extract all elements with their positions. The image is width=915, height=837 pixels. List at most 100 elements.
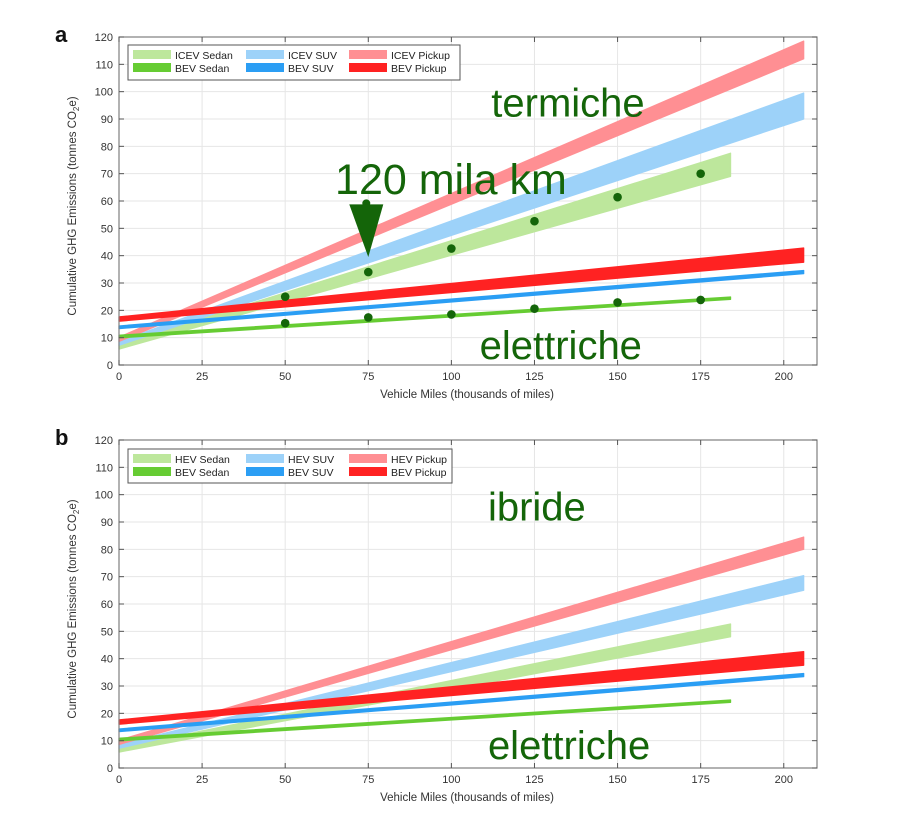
- legend-swatch: [349, 467, 387, 476]
- y-axis-label-subscript: 2: [72, 106, 81, 111]
- legend-swatch: [349, 50, 387, 59]
- x-tick-label: 175: [691, 371, 709, 383]
- legend-label: HEV Pickup: [391, 454, 447, 466]
- y-tick-label: 80: [101, 141, 113, 153]
- x-tick-label: 100: [442, 371, 460, 383]
- data-point-marker: [613, 192, 622, 202]
- y-tick-label: 90: [101, 114, 113, 126]
- legend-swatch: [246, 50, 284, 59]
- y-tick-label: 0: [107, 360, 113, 372]
- legend-label: HEV SUV: [288, 454, 334, 466]
- x-tick-label: 50: [279, 371, 291, 383]
- y-tick-label: 30: [101, 681, 113, 693]
- data-point-marker: [613, 298, 622, 307]
- legend-label: BEV Pickup: [391, 467, 447, 479]
- data-point-marker: [530, 216, 539, 226]
- y-tick-label: 100: [95, 490, 113, 502]
- x-tick-label: 200: [775, 774, 793, 786]
- legend-label: BEV Pickup: [391, 63, 447, 75]
- y-axis-label-subscript: 2: [72, 509, 81, 514]
- x-tick-label: 100: [442, 774, 460, 786]
- legend-swatch: [349, 63, 387, 72]
- x-tick-label: 200: [775, 371, 793, 383]
- legend-swatch: [133, 63, 171, 72]
- x-tick-label: 175: [691, 774, 709, 786]
- legend-swatch: [246, 467, 284, 476]
- data-point-marker: [696, 169, 705, 178]
- legend-swatch: [246, 454, 284, 463]
- panel-label: a: [55, 22, 68, 47]
- annotation-elettriche: elettriche: [480, 324, 642, 368]
- x-tick-label: 25: [196, 371, 208, 383]
- y-tick-label: 110: [95, 59, 113, 71]
- y-tick-label: 20: [101, 708, 113, 720]
- legend-swatch: [133, 467, 171, 476]
- legend-box: [127, 44, 461, 81]
- y-tick-label: 50: [101, 223, 113, 235]
- series-bands: [118, 536, 805, 753]
- x-tick-label: 25: [196, 774, 208, 786]
- y-axis-label-main: Cumulative GHG Emissions (tonnes CO: [67, 514, 79, 719]
- y-tick-label: 120: [95, 32, 113, 44]
- y-tick-label: 40: [101, 654, 113, 666]
- x-tick-label: 125: [525, 774, 543, 786]
- legend-label: BEV SUV: [288, 467, 334, 479]
- legend-label: ICEV Pickup: [391, 50, 450, 62]
- legend-label: ICEV SUV: [288, 50, 337, 62]
- data-point-marker: [530, 304, 539, 313]
- legend-label: ICEV Sedan: [175, 50, 233, 62]
- y-tick-label: 60: [101, 196, 113, 208]
- x-tick-label: 150: [608, 774, 626, 786]
- annotation-120-mila-km: 120 mila km: [335, 156, 567, 204]
- data-point-marker: [696, 295, 705, 305]
- chart-panel-b: 0 25 50 75 100 125 150 175 200 0 10 20 30 40 50 60 70 80 9…: [55, 425, 818, 804]
- x-tick-label: 150: [608, 371, 626, 383]
- y-tick-label: 100: [95, 87, 113, 99]
- y-axis-label: Cumulative GHG Emissions (tonnes CO2e): [67, 499, 81, 718]
- y-tick-label: 10: [101, 736, 113, 748]
- data-point-marker: [280, 318, 290, 328]
- x-tick-label: 0: [116, 371, 122, 383]
- y-tick-label: 30: [101, 278, 113, 290]
- down-arrow-icon: [349, 204, 384, 258]
- ticks: 0 25 50 75 100 125 150 175 200 0 10 20 30 40 50 60 70 80 9…: [95, 32, 817, 383]
- legend-label: BEV Sedan: [175, 467, 229, 479]
- x-tick-label: 50: [279, 774, 291, 786]
- data-point-marker: [447, 244, 456, 253]
- legend-swatch: [133, 454, 171, 463]
- y-tick-label: 110: [95, 462, 113, 474]
- legend-label: HEV Sedan: [175, 454, 230, 466]
- x-axis-label: Vehicle Miles (thousands of miles): [380, 389, 554, 401]
- y-tick-label: 0: [107, 763, 113, 775]
- y-axis-label: Cumulative GHG Emissions (tonnes CO2e): [67, 96, 81, 315]
- x-tick-label: 0: [116, 774, 122, 786]
- legend-label: BEV Sedan: [175, 63, 229, 75]
- annotation-ibride: ibride: [488, 486, 586, 530]
- legend-box: [127, 448, 453, 484]
- legend: HEV Sedan HEV SUV HEV Pickup BEV Sedan BEV S…: [127, 448, 453, 484]
- panel-label: b: [55, 425, 68, 450]
- annotation-termiche: termiche: [491, 81, 644, 125]
- legend-label: BEV SUV: [288, 63, 334, 75]
- ticks: 0 25 50 75 100 125 150 175 200 0 10 20 30 40 50 60 70 80 9…: [95, 435, 817, 786]
- y-tick-label: 60: [101, 599, 113, 611]
- y-tick-label: 70: [101, 169, 113, 181]
- y-tick-label: 120: [95, 435, 113, 447]
- y-tick-label: 20: [101, 305, 113, 317]
- legend-swatch: [133, 50, 171, 59]
- legend-swatch: [349, 454, 387, 463]
- x-tick-label: 125: [525, 371, 543, 383]
- annotation-elettriche: elettriche: [488, 724, 650, 768]
- data-point-marker: [363, 313, 373, 322]
- markers: [280, 169, 705, 328]
- series-bands: [118, 40, 805, 350]
- y-axis-label-end: e): [67, 499, 79, 509]
- y-axis-label-end: e): [67, 96, 79, 106]
- y-tick-label: 70: [101, 572, 113, 584]
- x-axis-label: Vehicle Miles (thousands of miles): [380, 792, 554, 804]
- y-axis-label-main: Cumulative GHG Emissions (tonnes CO: [67, 111, 79, 316]
- x-tick-label: 75: [362, 371, 374, 383]
- y-tick-label: 10: [101, 333, 113, 345]
- legend: ICEV Sedan ICEV SUV ICEV Pickup BEV Sedan BE…: [127, 44, 461, 81]
